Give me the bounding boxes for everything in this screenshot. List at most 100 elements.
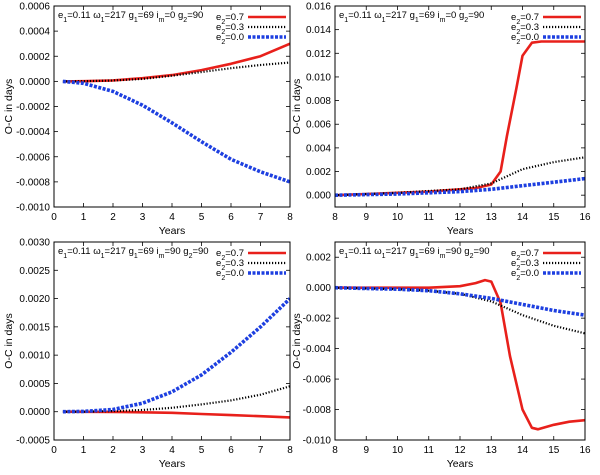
params-annotation: e1=0.11 ω1=217 g1=69 im=0 g2=90 — [339, 10, 484, 24]
legend-label-e2=0.0: e2=0.0 — [216, 32, 244, 46]
legend-label-e2=0.0: e2=0.0 — [216, 268, 244, 282]
x-tick-label: 8 — [287, 212, 293, 223]
y-tick-label: -0.0010 — [16, 203, 50, 214]
x-tick-label: 6 — [228, 445, 234, 456]
x-tick-label: 8 — [332, 445, 338, 456]
x-tick-label: 12 — [454, 445, 466, 456]
series-line-e2=0.7 — [62, 42, 290, 83]
y-tick-label: -0.0008 — [16, 177, 50, 188]
y-tick-label: 0.0006 — [19, 2, 50, 13]
x-tick-label: 4 — [169, 445, 175, 456]
series-line-e2=0.7 — [335, 40, 585, 197]
series-line-e2=0.7 — [335, 278, 585, 431]
y-axis-label: O-C in days — [3, 313, 15, 368]
legend-label-e2=0.3: e2=0.3 — [216, 22, 244, 36]
series-line-e2=0.3 — [62, 385, 290, 413]
y-tick-label: 0.006 — [306, 120, 331, 131]
y-tick-label: -0.002 — [303, 314, 332, 325]
y-tick-label: 0.004 — [306, 143, 331, 154]
x-tick-label: 4 — [169, 212, 175, 223]
y-tick-label: 0.0005 — [19, 379, 50, 390]
x-tick-label: 8 — [287, 445, 293, 456]
legend-label-e2=0.7: e2=0.7 — [216, 12, 244, 26]
y-tick-label: 0.0030 — [19, 238, 50, 249]
y-tick-label: 0.000 — [306, 191, 331, 202]
x-tick-label: 5 — [199, 212, 205, 223]
y-tick-label: 0.000 — [306, 283, 331, 294]
x-tick-label: 9 — [363, 212, 369, 223]
y-tick-label: -0.0006 — [16, 152, 50, 163]
series-line-e2=0.0 — [335, 176, 585, 197]
x-tick-label: 15 — [548, 445, 560, 456]
y-axis-label: O-C in days — [291, 79, 303, 134]
y-tick-label: -0.0002 — [16, 102, 50, 113]
y-tick-label: 0.0000 — [19, 407, 50, 418]
y-axis-label: O-C in days — [3, 79, 15, 134]
legend-label-e2=0.7: e2=0.7 — [216, 248, 244, 262]
x-tick-label: 16 — [579, 212, 591, 223]
x-axis-label: Years — [447, 225, 473, 237]
y-tick-label: -0.004 — [303, 344, 332, 355]
series-line-e2=0.0 — [62, 79, 290, 184]
x-tick-label: 8 — [332, 212, 338, 223]
series-line-e2=0.7 — [62, 410, 290, 419]
legend-label-e2=0.7: e2=0.7 — [511, 248, 539, 262]
x-tick-label: 7 — [258, 445, 264, 456]
plot-frame — [53, 5, 291, 208]
y-tick-label: 0.016 — [306, 2, 331, 13]
y-axis-label: O-C in days — [291, 313, 303, 368]
legend-label-e2=0.0: e2=0.0 — [511, 268, 539, 282]
x-axis-label: Years — [159, 225, 185, 237]
x-tick-label: 16 — [579, 445, 591, 456]
y-tick-label: 0.012 — [306, 49, 331, 60]
series-line-e2=0.0 — [62, 297, 290, 414]
x-tick-label: 5 — [199, 445, 205, 456]
y-tick-label: 0.0000 — [19, 77, 50, 88]
x-tick-label: 15 — [548, 212, 560, 223]
panel-2: 8 9 10 11 12 13 14 15 16 0.000 0.002 0.004 0.006 0.00… — [291, 2, 591, 238]
y-tick-label: 0.0004 — [19, 27, 50, 38]
x-tick-label: 14 — [517, 212, 529, 223]
plot-frame — [53, 241, 291, 441]
x-axis-label: Years — [159, 458, 185, 470]
x-tick-label: 11 — [424, 212, 435, 223]
series-line-e2=0.0 — [335, 285, 585, 317]
params-annotation: e1=0.11 ω1=217 g1=69 im=0 g2=90 — [58, 10, 203, 24]
x-tick-label: 1 — [81, 445, 87, 456]
x-tick-label: 12 — [454, 212, 466, 223]
y-tick-label: 0.0010 — [19, 351, 50, 362]
x-tick-label: 0 — [51, 445, 57, 456]
x-tick-label: 10 — [392, 445, 404, 456]
x-tick-label: 3 — [140, 212, 146, 223]
y-tick-label: 0.0002 — [19, 52, 50, 63]
y-tick-label: 0.014 — [306, 25, 331, 36]
panel-1: 0 1 2 3 4 5 6 7 8 -0.0010 -0.0008 -0.0006 -0.0004 -0.… — [3, 2, 293, 238]
x-tick-label: 2 — [110, 445, 116, 456]
y-tick-label: 0.0025 — [19, 266, 50, 277]
y-tick-label: -0.008 — [303, 405, 332, 416]
x-tick-label: 13 — [486, 212, 498, 223]
plot-frame — [334, 5, 586, 208]
legend-label-e2=0.3: e2=0.3 — [511, 22, 539, 36]
x-tick-label: 14 — [517, 445, 529, 456]
panel-4: 8 9 10 11 12 13 14 15 16 -0.010 -0.008 -0.006 -0.004… — [291, 241, 591, 470]
x-tick-label: 7 — [258, 212, 264, 223]
y-tick-label: 0.002 — [306, 253, 331, 264]
x-tick-label: 3 — [140, 445, 146, 456]
x-tick-label: 1 — [81, 212, 87, 223]
x-tick-label: 11 — [424, 445, 435, 456]
y-tick-label: -0.0004 — [16, 127, 50, 138]
y-tick-label: -0.0005 — [16, 436, 50, 447]
y-tick-label: 0.002 — [306, 167, 331, 178]
series-line-e2=0.3 — [335, 286, 585, 335]
legend-label-e2=0.7: e2=0.7 — [511, 12, 539, 26]
panel-3: 0 1 2 3 4 5 6 7 8 -0.0005 0.0000 0.0005 0.0010 0.0015… — [3, 238, 293, 471]
legend-label-e2=0.3: e2=0.3 — [216, 258, 244, 272]
y-tick-label: -0.006 — [303, 375, 332, 386]
x-tick-label: 13 — [486, 445, 498, 456]
series-line-e2=0.3 — [62, 61, 290, 83]
x-axis-label: Years — [447, 458, 473, 470]
y-tick-label: 0.0020 — [19, 294, 50, 305]
x-tick-label: 0 — [51, 212, 57, 223]
